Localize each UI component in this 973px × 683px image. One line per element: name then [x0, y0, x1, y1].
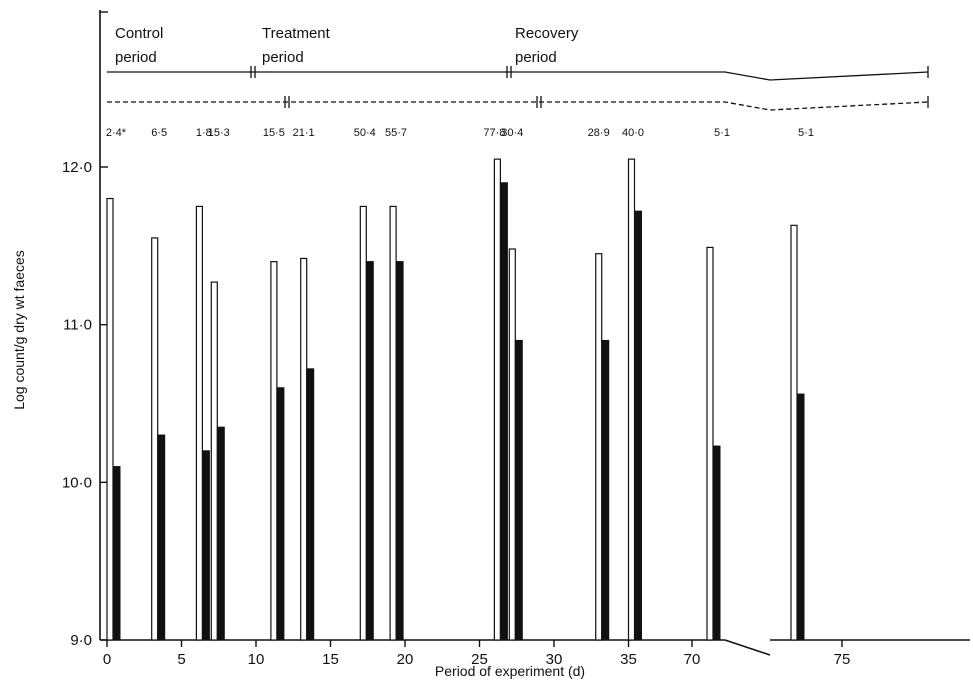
count-label: 55·7	[385, 127, 407, 139]
x-tick-label: 25	[471, 651, 488, 668]
bar-open	[359, 205, 367, 641]
recovery-period-label-1: Recovery	[515, 25, 579, 42]
count-label: 40·0	[622, 127, 644, 139]
count-label: 15·3	[208, 127, 230, 139]
x-tick-label: 10	[248, 651, 265, 668]
x-tick-label: 70	[684, 651, 701, 668]
x-tick-label: 20	[397, 651, 414, 668]
bar-open	[493, 158, 501, 641]
count-label: 5·1	[714, 127, 730, 139]
bar-open	[151, 237, 159, 641]
y-tick-label: 11·0	[63, 317, 92, 334]
bar-solid	[157, 434, 166, 641]
bar-solid	[601, 339, 610, 641]
bar-open	[195, 205, 203, 641]
x-tick-label: 75	[834, 651, 851, 668]
count-label: 30·4	[501, 127, 523, 139]
bar-open	[210, 281, 218, 641]
count-labels: 2·4* 6·5 1·815·3 15·5 21·1 50·4 55·7 77·830·4 28…	[106, 127, 814, 139]
bar-open	[508, 248, 516, 641]
bar-solid	[216, 426, 225, 641]
x-axis-break-line	[724, 639, 771, 656]
count-label: 15·5	[263, 127, 285, 139]
x-tick-label: 30	[546, 651, 563, 668]
recovery-period-label-2: period	[515, 49, 557, 66]
control-period-label-2: period	[115, 49, 157, 66]
y-tick-label: 12·0	[62, 159, 92, 176]
bar-open	[595, 253, 603, 641]
bar-solid	[201, 450, 210, 641]
bar-open	[627, 158, 636, 641]
y-axis-title: Log count/g dry wt faeces	[11, 250, 27, 410]
count-label: 5·1	[798, 127, 814, 139]
bar-solid	[112, 466, 121, 641]
x-ticks: 0 5 10 15 20 25 30 35 70 75	[103, 640, 851, 668]
x-tick-label: 15	[322, 651, 339, 668]
bar-solid	[499, 182, 508, 641]
period-divider-solid-2	[506, 66, 512, 78]
bar-open	[300, 257, 308, 641]
treatment-period-label-1: Treatment	[262, 25, 331, 42]
treatment-period-label-2: period	[262, 49, 304, 66]
period-line-dashed	[107, 101, 929, 111]
bar-solid	[306, 368, 315, 641]
bar-solid	[365, 261, 374, 641]
bar-solid	[395, 261, 404, 641]
count-label: 50·4	[354, 127, 376, 139]
bar-solid	[712, 445, 721, 641]
period-lines	[107, 66, 929, 111]
period-divider-solid-1	[250, 66, 256, 78]
period-divider-dashed-1	[284, 96, 290, 108]
count-label: 1·8	[196, 127, 212, 139]
x-tick-label: 35	[620, 651, 637, 668]
bar-open	[106, 197, 114, 641]
bar-solid	[514, 339, 523, 641]
count-label: 6·5	[151, 127, 167, 139]
y-ticks: 9·0 10·0 11·0 12·0	[62, 159, 108, 649]
period-divider-dashed-2	[536, 96, 542, 108]
period-labels: Control period Treatment period Recovery…	[115, 25, 579, 66]
control-period-label-1: Control	[115, 25, 163, 42]
period-line-solid	[107, 71, 929, 81]
bar-solid	[634, 210, 642, 641]
bar-open	[270, 261, 278, 641]
x-axis-title: Period of experiment (d)	[435, 663, 585, 679]
bar-open	[790, 224, 798, 641]
bar-solid	[276, 387, 285, 641]
x-tick-label: 0	[103, 651, 111, 668]
y-tick-label: 9·0	[70, 632, 92, 649]
bars	[106, 158, 805, 641]
count-label: 2·4*	[106, 127, 127, 139]
count-label: 77·8	[483, 127, 505, 139]
x-tick-label: 5	[177, 651, 185, 668]
bar-solid	[796, 393, 805, 641]
count-label: 28·9	[588, 127, 610, 139]
bar-open	[389, 205, 397, 641]
axes	[99, 10, 970, 656]
bar-open	[706, 246, 714, 641]
y-tick-label: 10·0	[62, 474, 92, 491]
count-label: 21·1	[293, 127, 315, 139]
